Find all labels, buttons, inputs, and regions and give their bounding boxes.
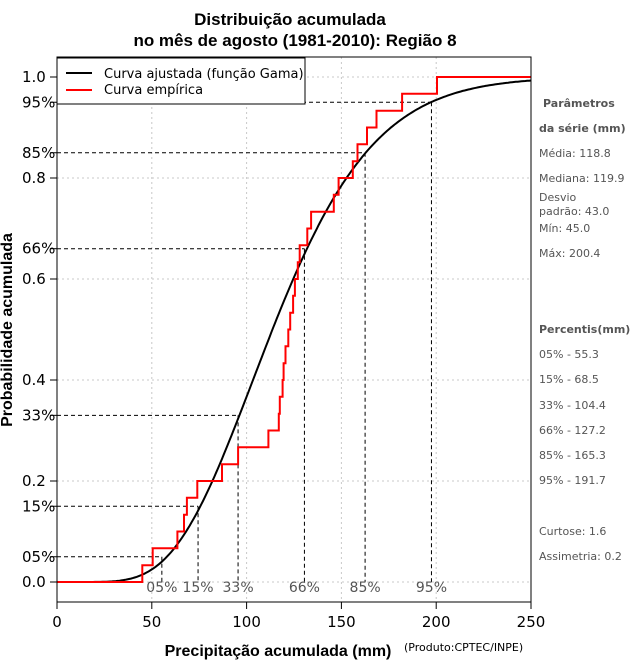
y-tick-label: 0.2 — [22, 472, 46, 490]
x-axis-title: Precipitação acumulada (mm) — [165, 643, 392, 660]
grid — [56, 57, 532, 602]
legend: Curva ajustada (função Gama) Curva empír… — [56, 57, 306, 105]
product-credit: (Produto:CPTEC/INPE) — [404, 641, 523, 654]
y-tick-label: 1.0 — [22, 68, 46, 86]
plot-frame — [56, 56, 532, 603]
param-min: Mín: 45.0 — [539, 222, 590, 235]
percentile-label-x: 33% — [223, 580, 254, 596]
percentiles-heading: Percentis(mm) — [539, 323, 630, 336]
params-heading-2: da série (mm) — [539, 122, 626, 135]
legend-box — [56, 57, 306, 105]
legend-label-empirical: Curva empírica — [104, 83, 203, 98]
x-tick-label: 250 — [517, 613, 546, 631]
percentile-95: 95% - 191.7 — [539, 474, 606, 487]
gamma-fit-line — [57, 79, 532, 583]
param-median: Mediana: 119.9 — [539, 172, 624, 185]
x-tick-label: 150 — [327, 613, 356, 631]
params-heading-1: Parâmetros — [543, 97, 615, 110]
series-layer — [57, 76, 532, 583]
y-tick-label: 0.0 — [22, 573, 46, 591]
percentile-label-x: 95% — [416, 580, 447, 596]
percentile-label-x: 15% — [182, 580, 213, 596]
y-axis: 0.0 0.2 0.4 0.6 0.8 1.0 — [22, 68, 57, 591]
x-tick-label: 100 — [232, 613, 261, 631]
skewness: Assimetria: 0.2 — [539, 550, 622, 563]
percentile-label-y: 15% — [22, 497, 55, 515]
percentile-85: 85% - 165.3 — [539, 449, 606, 462]
param-mean: Média: 118.8 — [539, 147, 611, 160]
percentile-label-y: 33% — [22, 406, 55, 424]
percentile-label-y: 95% — [22, 93, 55, 111]
percentile-label-y: 05% — [22, 548, 55, 566]
series-parameters-panel: Parâmetros da série (mm) Média: 118.8 Me… — [539, 97, 630, 563]
percentile-05: 05% - 55.3 — [539, 348, 599, 361]
param-max: Máx: 200.4 — [539, 247, 600, 260]
y-tick-label: 0.6 — [22, 270, 46, 288]
y-tick-label: 0.8 — [22, 169, 46, 187]
x-tick-label: 200 — [422, 613, 451, 631]
x-tick-label: 50 — [142, 613, 161, 631]
x-axis: 0 50 100 150 200 250 — [52, 602, 545, 631]
param-sd-line2: padrão: 43.0 — [539, 205, 609, 218]
kurtosis: Curtose: 1.6 — [539, 525, 606, 538]
y-tick-label: 0.4 — [22, 371, 46, 389]
empirical-step-line — [57, 76, 531, 583]
percentile-66: 66% - 127.2 — [539, 424, 606, 437]
percentile-label-y: 66% — [22, 240, 55, 258]
percentile-33: 33% - 104.4 — [539, 399, 606, 412]
percentile-guides: 05% 05% 15% 15% 33% 33% 66% 66% 85% 85% 95% 95% — [22, 93, 447, 596]
percentile-label-y: 85% — [22, 144, 55, 162]
percentile-label-x: 05% — [146, 580, 177, 596]
percentile-label-x: 66% — [289, 580, 320, 596]
param-sd-line1: Desvio — [539, 191, 577, 204]
y-axis-title: Probabilidade acumulada — [0, 233, 16, 427]
chart-title-line1: Distribuição acumulada — [194, 10, 386, 29]
x-tick-label: 0 — [52, 613, 62, 631]
percentile-15: 15% - 68.5 — [539, 373, 599, 386]
legend-label-gamma: Curva ajustada (função Gama) — [104, 67, 304, 82]
chart-title-line2: no mês de agosto (1981-2010): Região 8 — [133, 31, 456, 50]
percentile-label-x: 85% — [350, 580, 381, 596]
